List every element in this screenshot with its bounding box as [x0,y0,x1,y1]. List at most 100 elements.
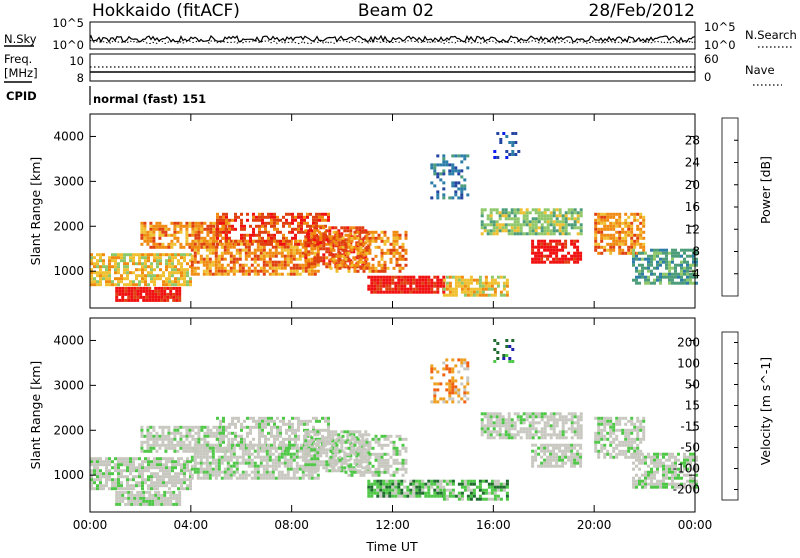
heatmap-cell [543,447,546,450]
heatmap-cell [439,492,442,495]
heatmap-cell [96,478,99,481]
heatmap-cell [659,282,662,285]
heatmap-cell [331,433,334,436]
heatmap-cell [644,252,647,255]
heatmap-cell [242,477,245,480]
heatmap-cell [297,222,300,225]
heatmap-cell [427,282,430,285]
heatmap-cell [108,478,111,481]
heatmap-cell [243,237,246,240]
heatmap-cell [281,246,284,249]
heatmap-cell [639,234,642,237]
heatmap-cell [96,487,99,490]
heatmap-cell [579,255,582,258]
heatmap-cell [139,503,142,506]
heatmap-cell [464,483,467,486]
heatmap-cell [99,472,102,475]
heatmap-cell [317,474,320,477]
heatmap-cell [141,475,144,478]
heatmap-cell [200,456,203,459]
heatmap-cell [156,466,159,469]
heatmap-cell [574,412,577,415]
heatmap-cell [327,219,330,222]
heatmap-cell [609,216,612,219]
heatmap-cell [224,459,227,462]
heatmap-cell [212,240,215,243]
heatmap-cell [506,285,509,288]
heatmap-cell [157,497,160,500]
heatmap-cell [579,258,582,261]
heatmap-cell [117,466,120,469]
heatmap-cell [194,270,197,273]
heatmap-cell [547,223,550,226]
heatmap-cell [267,237,270,240]
heatmap-cell [659,249,662,252]
heatmap-cell [173,435,176,438]
heatmap-cell [231,444,234,447]
heatmap-cell [224,249,227,252]
heatmap-cell [442,169,445,172]
heatmap-cell [574,223,577,226]
heatmap-cell [357,450,360,453]
heatmap-cell [99,478,102,481]
heatmap-cell [105,475,108,478]
heatmap-cell [537,252,540,255]
heatmap-cell [487,412,490,415]
heatmap-cell [115,491,118,494]
heatmap-cell [394,285,397,288]
heatmap-cell [351,474,354,477]
heatmap-cell [161,228,164,231]
heatmap-cell [574,211,577,214]
heatmap-cell [221,462,224,465]
heatmap-cell [641,264,644,267]
heatmap-cell [215,255,218,258]
heatmap-cell [219,240,222,243]
heatmap-cell [144,262,147,265]
heatmap-cell [555,444,558,447]
heatmap-cell [549,249,552,252]
heatmap-cell [156,481,159,484]
heatmap-cell [276,432,279,435]
heatmap-cell [282,447,285,450]
heatmap-cell [502,418,505,421]
heatmap-cell [424,288,427,291]
heatmap-cell [212,222,215,225]
heatmap-cell [514,220,517,223]
heatmap-cell [606,249,609,252]
heatmap-cell [540,246,543,249]
heatmap-cell [360,462,363,465]
heatmap-cell [372,447,375,450]
heatmap-cell [272,264,275,267]
heatmap-cell [603,249,606,252]
heatmap-cell [612,456,615,459]
heatmap-cell [200,237,203,240]
heatmap-cell [531,465,534,468]
heatmap-cell [565,415,568,418]
heatmap-cell [558,444,561,447]
heatmap-cell [245,246,248,249]
heatmap-cell [461,291,464,294]
heatmap-cell [197,444,200,447]
heatmap-cell [458,276,461,279]
heatmap-cell [360,261,363,264]
heatmap-cell [457,187,460,190]
heatmap-cell [400,492,403,495]
heatmap-cell [240,444,243,447]
heatmap-cell [348,447,351,450]
heatmap-cell [517,217,520,220]
heatmap-cell [221,450,224,453]
heatmap-cell [99,457,102,460]
heatmap-cell [514,153,517,156]
heatmap-cell [577,418,580,421]
heatmap-cell [668,261,671,264]
heatmap-cell [638,252,641,255]
heatmap-cell [246,219,249,222]
heatmap-cell [540,465,543,468]
heatmap-cell [180,466,183,469]
heatmap-cell [183,259,186,262]
heatmap-cell [243,225,246,228]
heatmap-cell [436,154,439,157]
heatmap-cell [300,243,303,246]
heatmap-cell [603,420,606,423]
